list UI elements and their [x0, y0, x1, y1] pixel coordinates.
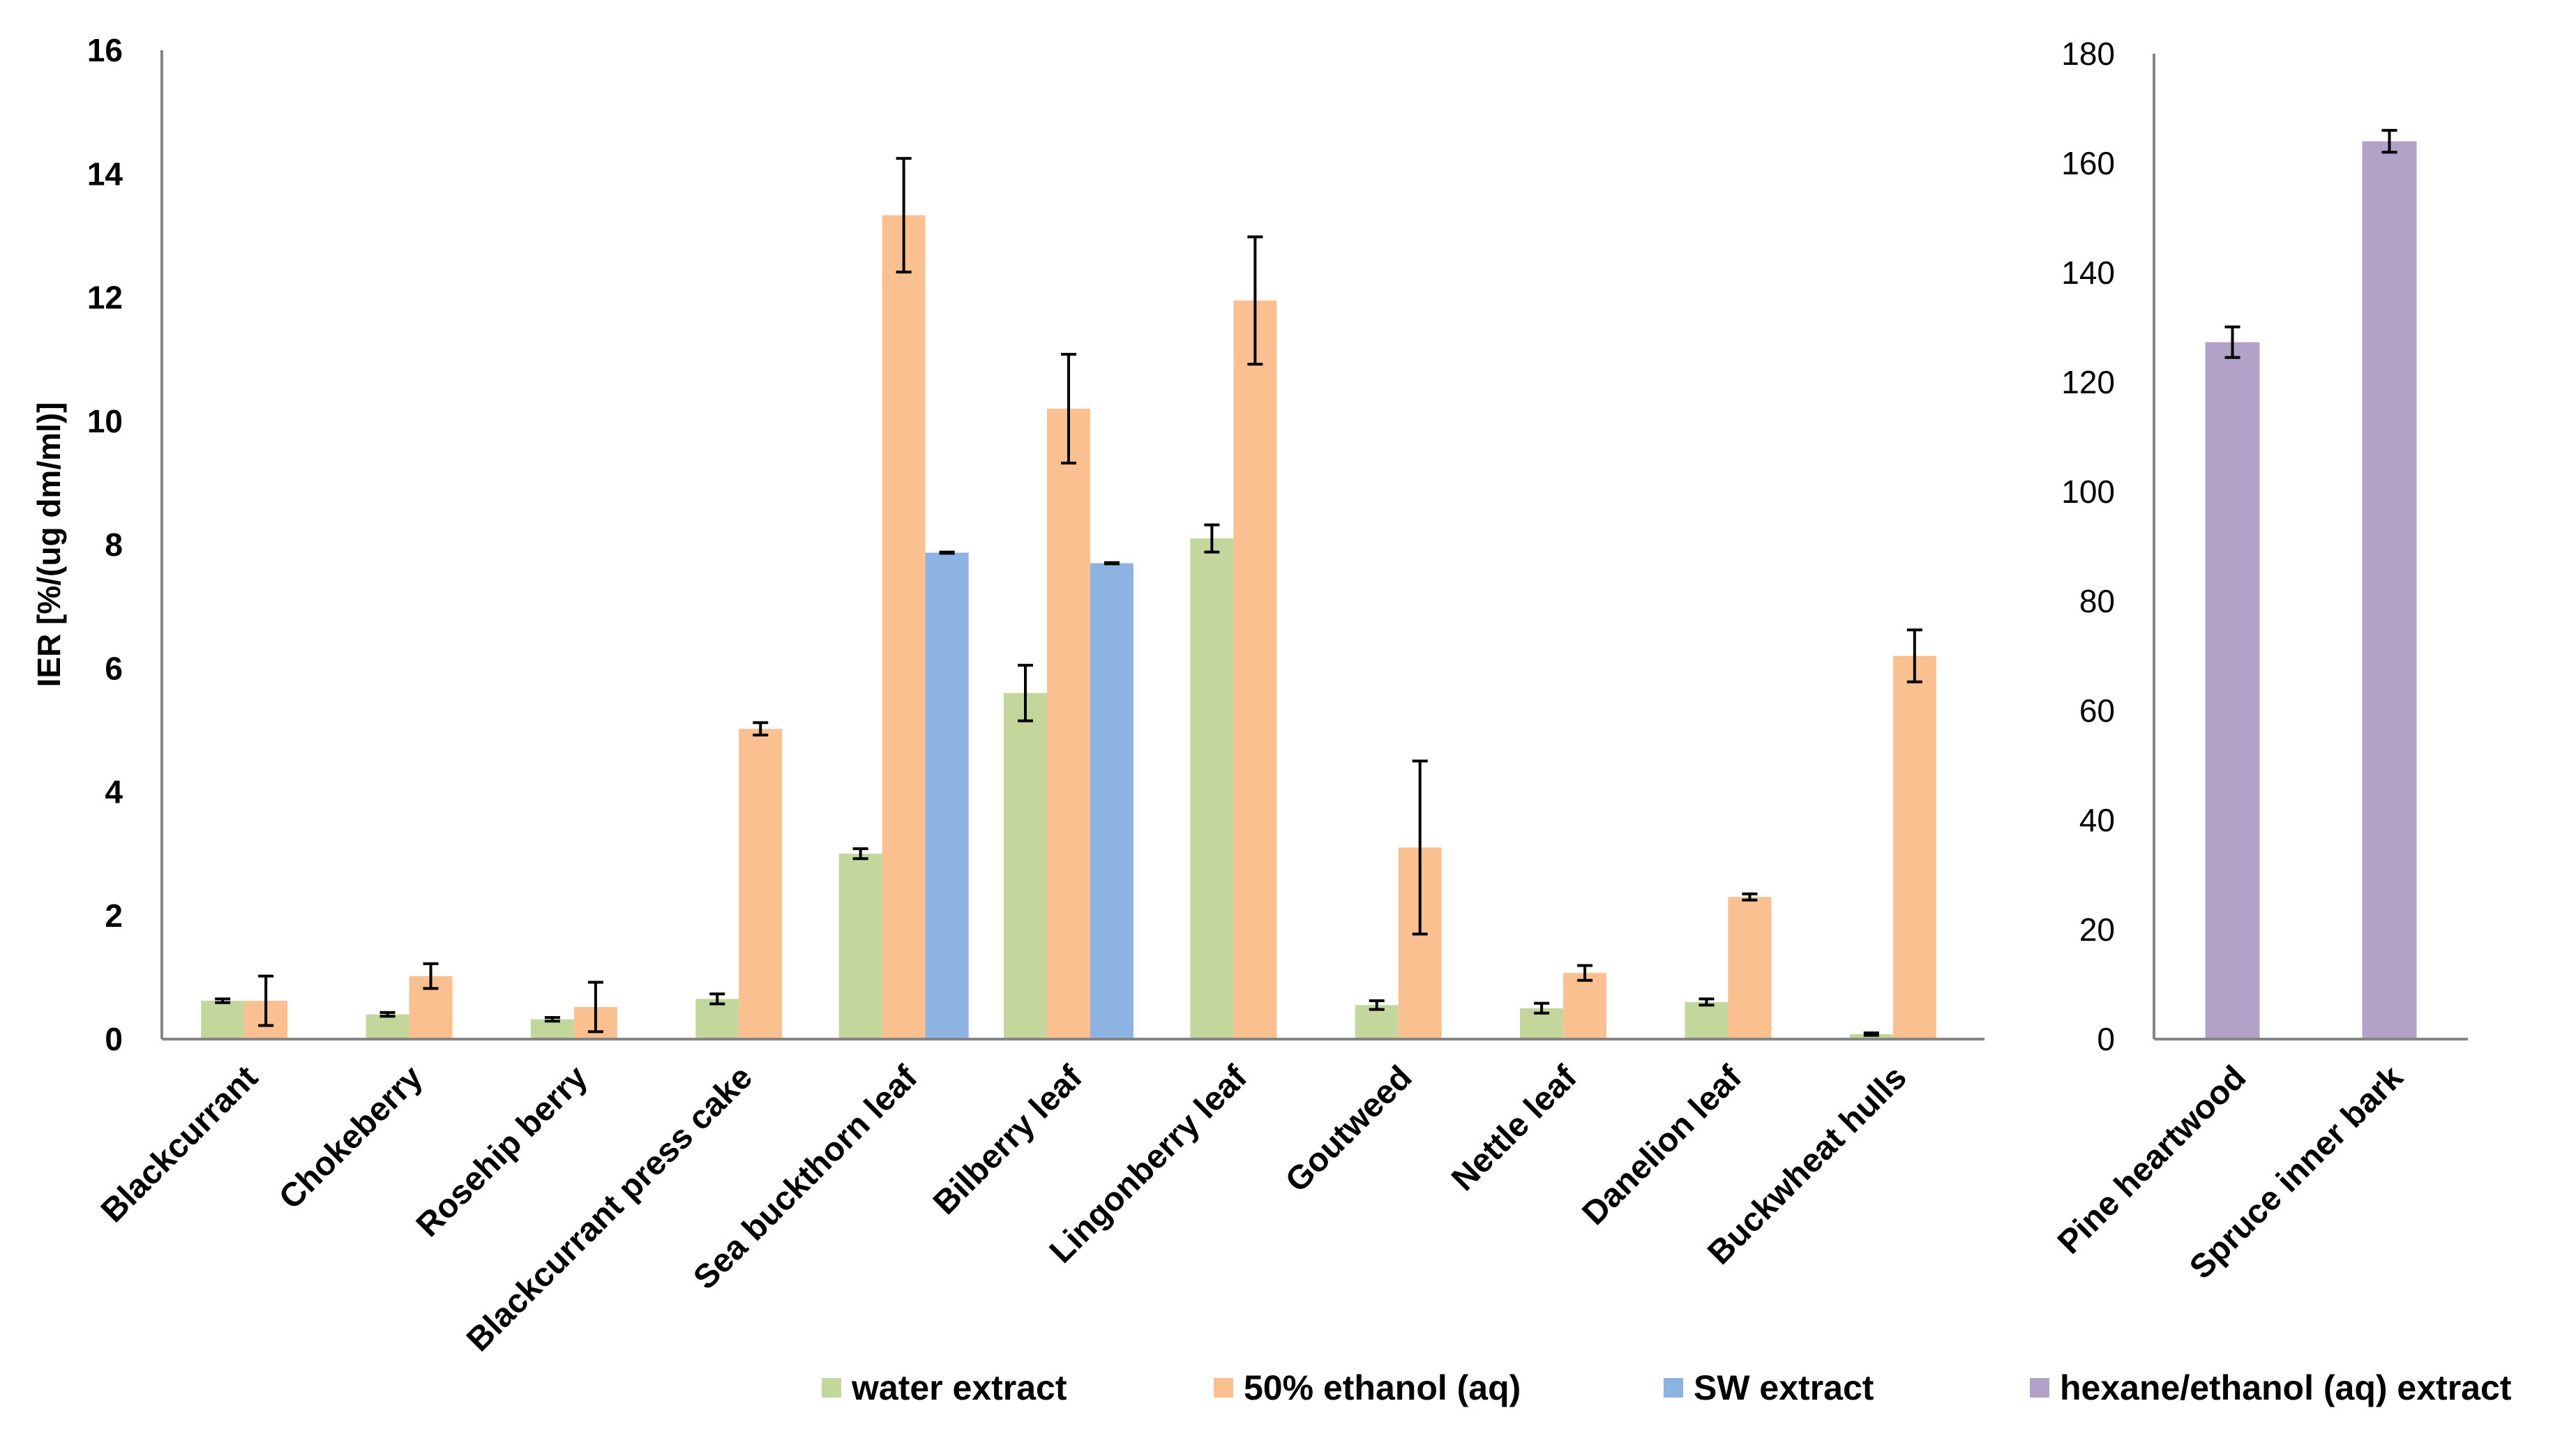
- y-tick-label: 8: [105, 527, 123, 563]
- legend-swatch-ethanol: [1214, 1378, 1233, 1398]
- chart-legend: water extract 50% ethanol (aq) SW extract h…: [822, 1368, 2512, 1407]
- y-tick-label: 20: [2079, 911, 2115, 948]
- bar-water-chokeberry: [366, 1014, 409, 1039]
- x-category-label: Bilberry leaf: [926, 1059, 1090, 1222]
- x-category-label: Blackcurrant press cake: [460, 1059, 760, 1358]
- x-category-label: Goutweed: [1279, 1059, 1419, 1199]
- y-tick-label: 12: [87, 280, 123, 316]
- y-tick-label: 140: [2061, 255, 2115, 291]
- legend-swatch-water: [822, 1378, 841, 1398]
- bar-water-bilberry-leaf: [1004, 692, 1047, 1039]
- bar-ethanol-danelion-leaf: [1728, 897, 1772, 1039]
- y-tick-label: 0: [2097, 1021, 2115, 1057]
- x-category-label: Chokeberry: [272, 1059, 430, 1216]
- bar-water-lingonberry-leaf: [1190, 538, 1234, 1039]
- legend-label-water: water extract: [851, 1368, 1067, 1407]
- bar-ethanol-buckwheat-hulls: [1892, 656, 1936, 1039]
- legend-swatch-hexane: [2030, 1378, 2049, 1398]
- x-category-label: Rosehip berry: [409, 1059, 595, 1244]
- bar-water-danelion-leaf: [1685, 1001, 1728, 1039]
- bar-hexane-spruce-inner-bark: [2362, 141, 2417, 1040]
- legend-label-ethanol: 50% ethanol (aq): [1244, 1368, 1521, 1407]
- x-category-label: Blackcurrant: [94, 1059, 265, 1229]
- bar-water-rosehip-berry: [530, 1019, 574, 1039]
- y-tick-label: 10: [87, 403, 123, 439]
- x-category-label: Danelion leaf: [1576, 1059, 1749, 1232]
- y-tick-label: 160: [2061, 145, 2115, 181]
- legend-swatch-sw: [1664, 1378, 1683, 1398]
- bar-ethanol-sea-buckthorn-leaf: [882, 215, 926, 1039]
- bar-ethanol-bilberry-leaf: [1047, 409, 1090, 1039]
- y-tick-label: 80: [2079, 583, 2115, 619]
- bar-hexane-pine-heartwood: [2205, 342, 2260, 1039]
- y-tick-label: 120: [2061, 364, 2115, 400]
- y-tick-label: 6: [105, 650, 123, 686]
- bar-water-sea-buckthorn-leaf: [838, 854, 882, 1039]
- bar-sw-bilberry-leaf: [1090, 563, 1133, 1039]
- y-tick-label: 14: [87, 156, 123, 192]
- bar-ethanol-nettle-leaf: [1563, 973, 1607, 1039]
- y-tick-label: 100: [2061, 474, 2115, 510]
- legend-label-sw: SW extract: [1694, 1368, 1874, 1407]
- y-tick-label: 180: [2061, 36, 2115, 72]
- bar-ethanol-blackcurrant-press-cake: [739, 729, 783, 1039]
- bar-water-blackcurrant-press-cake: [695, 999, 739, 1039]
- legend-label-hexane: hexane/ethanol (aq) extract: [2060, 1368, 2512, 1407]
- bar-ethanol-lingonberry-leaf: [1233, 300, 1277, 1039]
- x-category-label: Nettle leaf: [1445, 1059, 1584, 1198]
- bar-water-blackcurrant: [201, 1001, 245, 1039]
- y-tick-label: 60: [2079, 692, 2115, 729]
- y-tick-label: 0: [105, 1021, 123, 1057]
- y-tick-label: 4: [105, 774, 123, 810]
- y-tick-label: 40: [2079, 802, 2115, 838]
- y-tick-label: 16: [87, 32, 123, 68]
- left-chart-panel: 0 2 4 6 8 10 12 14 16 IER [%/(ug dm/ml)] Blackcurr…: [31, 32, 1984, 1358]
- y-axis-label: IER [%/(ug dm/ml)]: [31, 402, 67, 688]
- bar-sw-sea-buckthorn-leaf: [925, 552, 969, 1039]
- y-tick-label: 2: [105, 898, 123, 934]
